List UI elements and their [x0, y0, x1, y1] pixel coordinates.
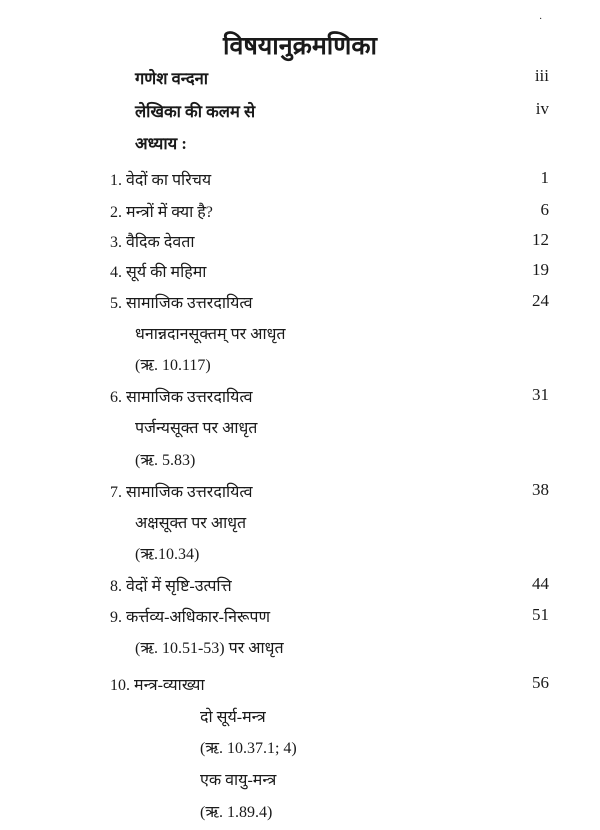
toc-entry: (ऋ. 10.37.1; 4) [0, 736, 600, 760]
toc-entry-title: 10. मन्त्र-व्याख्या [110, 677, 205, 694]
toc-entry-title: 7. सामाजिक उत्तरदायित्व [110, 484, 253, 501]
toc-entry-title: (ऋ. 1.89.4) [200, 804, 273, 821]
toc-entry-title: (ऋ. 10.51-53) पर आधृत [135, 640, 284, 657]
toc-entry-page: iii [534, 66, 549, 85]
toc-entry: 5. सामाजिक उत्तरदायित्व 24 [0, 291, 600, 315]
toc-entry: लेखिका की कलम से iv [0, 99, 600, 123]
toc-entry: 1. वेदों का परिचय 1 [0, 168, 600, 192]
toc-entry: एक वायु-मन्त्र [0, 768, 600, 792]
toc-entry-title: गणेश वन्दना [135, 69, 209, 88]
toc-entry-page: 31 [532, 385, 549, 404]
toc-entry-page: 51 [532, 605, 549, 624]
toc-entry-title: पर्जन्यसूक्त पर आधृत [135, 420, 258, 437]
toc-entry-page: 6 [540, 200, 550, 219]
toc-entry-title: 9. कर्त्तव्य-अधिकार-निरूपण [110, 609, 271, 626]
toc-entry-page: 1 [540, 168, 550, 187]
toc-entry-title: (ऋ. 5.83) [135, 452, 196, 469]
toc-entry: पर्जन्यसूक्त पर आधृत [0, 416, 600, 440]
toc-entry: 4. सूर्य की महिमा 19 [0, 260, 600, 284]
toc-entry-title: (ऋ. 10.37.1; 4) [200, 740, 297, 757]
toc-entry-title: 8. वेदों में सृष्टि-उत्पत्ति [110, 578, 232, 595]
toc-entry-title: लेखिका की कलम से [135, 102, 256, 121]
toc-entry-title: एक वायु-मन्त्र [200, 772, 277, 789]
toc-entry: (ऋ. 10.51-53) पर आधृत [0, 636, 600, 660]
toc-entry-title: धनान्नदानसूक्तम् पर आधृत [135, 326, 286, 343]
page-title: विषयानुक्रमणिका [222, 31, 378, 60]
toc-entry-page: 24 [532, 291, 549, 310]
toc-entry-title: 3. वैदिक देवता [110, 234, 195, 251]
scan-speck: · [539, 14, 543, 25]
toc-entry: अक्षसूक्त पर आधृत [0, 511, 600, 535]
toc-entry: दो सूर्य-मन्त्र [0, 705, 600, 729]
toc-entry: 3. वैदिक देवता 12 [0, 230, 600, 254]
toc-entry: (ऋ. 10.117) [0, 353, 600, 377]
toc-entry-title: (ऋ.10.34) [135, 546, 200, 563]
toc-entry: 8. वेदों में सृष्टि-उत्पत्ति 44 [0, 574, 600, 598]
toc-entry-title: अध्याय : [135, 134, 187, 153]
toc-entry: धनान्नदानसूक्तम् पर आधृत [0, 322, 600, 346]
toc-entry: गणेश वन्दना iii [0, 66, 600, 90]
toc-entry: 2. मन्त्रों में क्या है? 6 [0, 200, 600, 224]
toc-entry-title: 6. सामाजिक उत्तरदायित्व [110, 389, 253, 406]
toc-entry: 7. सामाजिक उत्तरदायित्व 38 [0, 480, 600, 504]
toc-entry-page: 19 [532, 260, 549, 279]
toc-entry: 10. मन्त्र-व्याख्या 56 [0, 673, 600, 697]
toc-entry-title: 4. सूर्य की महिमा [110, 264, 207, 281]
toc-entry: (ऋ.10.34) [0, 542, 600, 566]
toc-entry-page: 38 [532, 480, 549, 499]
toc-entry: (ऋ. 5.83) [0, 448, 600, 472]
toc-entry-page: 56 [532, 673, 549, 692]
toc-entry-title: 2. मन्त्रों में क्या है? [110, 204, 213, 221]
toc-entry: 6. सामाजिक उत्तरदायित्व 31 [0, 385, 600, 409]
toc-entry-title: 5. सामाजिक उत्तरदायित्व [110, 295, 253, 312]
toc-entry-title: दो सूर्य-मन्त्र [200, 709, 266, 726]
toc-entry-title: 1. वेदों का परिचय [110, 172, 212, 189]
toc-entry-page: 12 [532, 230, 549, 249]
toc-entry-page: 44 [532, 574, 549, 593]
toc-entry-title: अक्षसूक्त पर आधृत [135, 515, 247, 532]
toc-entry-title: (ऋ. 10.117) [135, 357, 211, 374]
toc-entry: अध्याय : [0, 131, 600, 155]
toc-entry-page: iv [535, 99, 549, 118]
toc-entry: (ऋ. 1.89.4) [0, 800, 600, 824]
toc-entry: 9. कर्त्तव्य-अधिकार-निरूपण 51 [0, 605, 600, 629]
